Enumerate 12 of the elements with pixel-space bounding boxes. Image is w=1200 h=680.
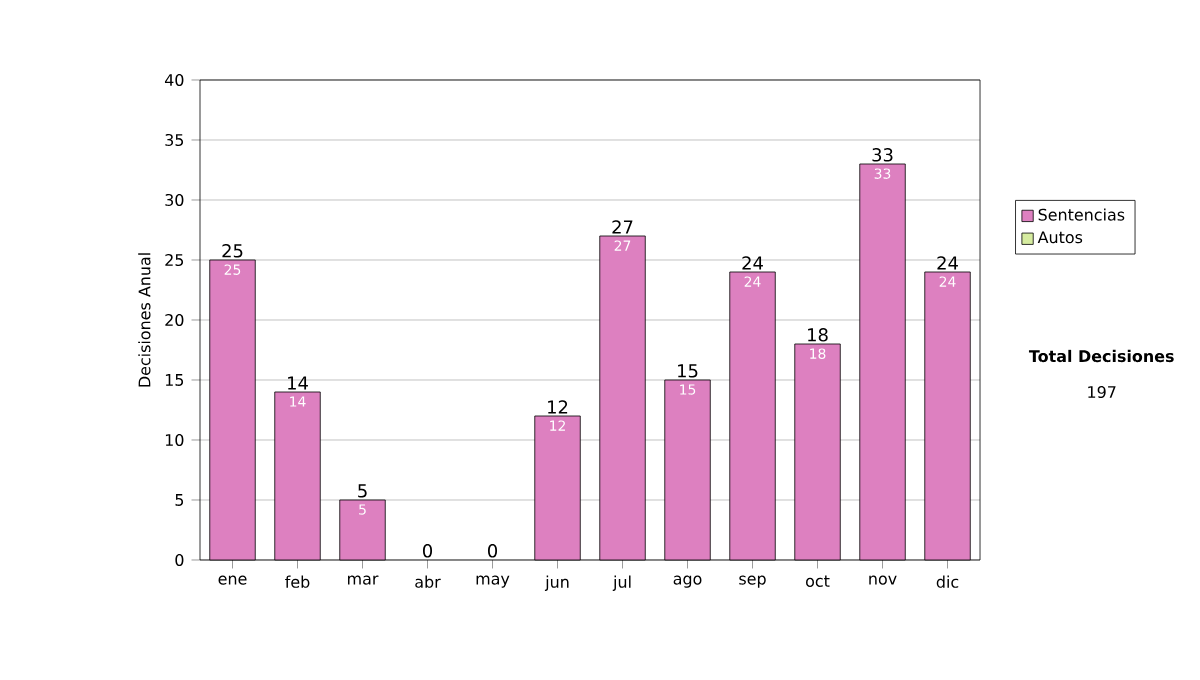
total-label: 0 <box>488 544 498 558</box>
total-label: 18 <box>808 328 828 342</box>
total-label: 24 <box>937 256 958 270</box>
total-label: 15 <box>678 364 698 378</box>
total-label: 0 <box>423 544 433 558</box>
total-label: 25 <box>222 244 243 258</box>
total-label: 12 <box>548 400 568 414</box>
total-label: 27 <box>612 220 633 234</box>
total-label: 5 <box>358 484 367 498</box>
total-label: 24 <box>742 256 763 270</box>
total-label: 14 <box>288 376 308 390</box>
total-label: 33 <box>872 148 893 162</box>
